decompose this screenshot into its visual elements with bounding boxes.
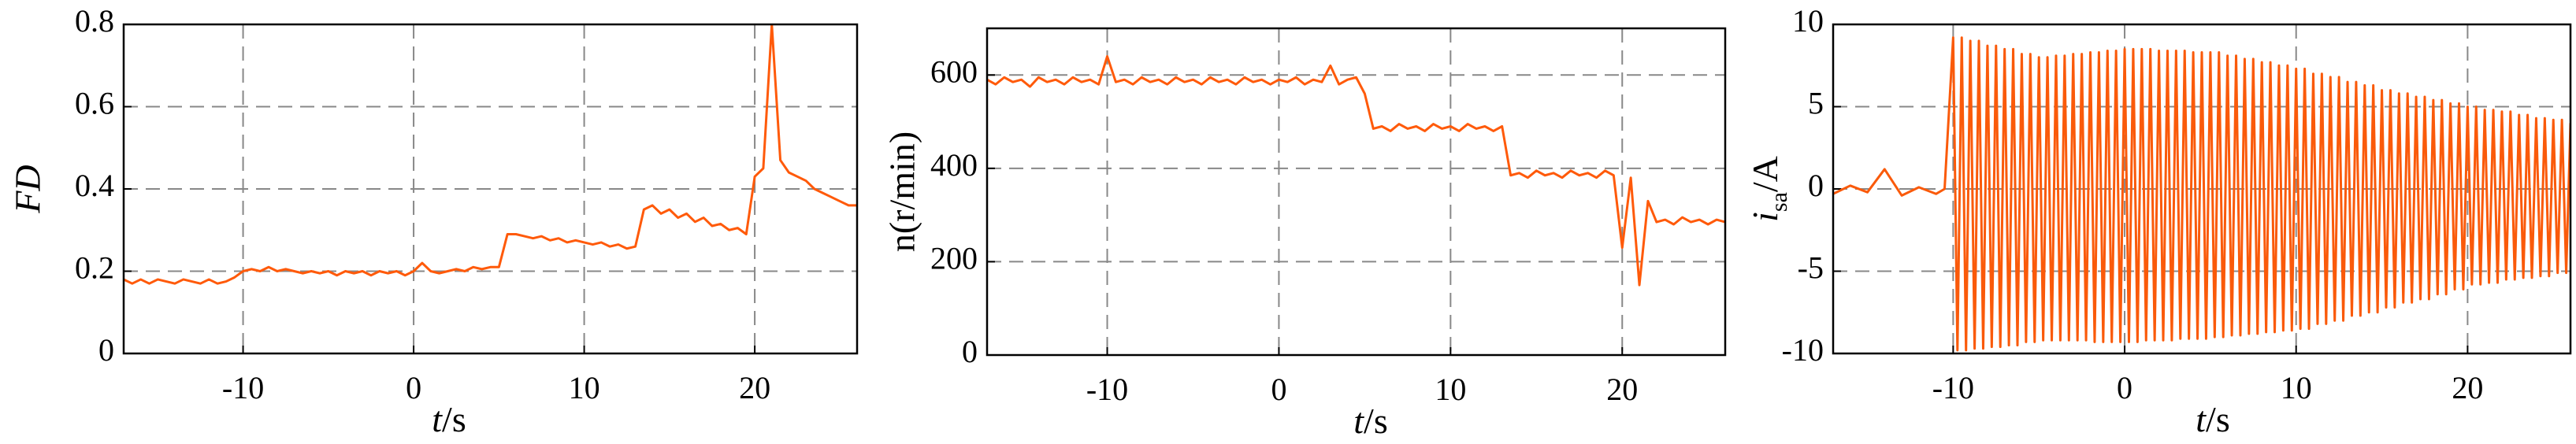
x-tick-label: 10 [569, 370, 600, 405]
y-tick-label: 0 [98, 332, 114, 368]
y-axis-label: n(r/min) [882, 131, 922, 252]
x-tick-label: 0 [1271, 372, 1286, 407]
y-tick-label: 600 [930, 54, 978, 89]
y-tick-label: 0 [1808, 168, 1824, 203]
x-axis-label-part: t [1353, 401, 1364, 441]
x-tick-label: -10 [222, 370, 264, 405]
x-axis-label-part: /s [1364, 401, 1388, 441]
x-tick-label: 20 [739, 370, 770, 405]
x-axis-label-part: t [2196, 399, 2207, 439]
y-tick-label: -5 [1798, 250, 1824, 286]
x-tick-label: -10 [1086, 372, 1128, 407]
y-tick-label: 0.6 [75, 86, 114, 121]
data-line [124, 24, 857, 285]
data-line [987, 55, 1725, 287]
y-axis-label: FD [8, 165, 48, 213]
x-tick-label: 0 [406, 370, 421, 405]
x-tick-label: 20 [1606, 372, 1638, 407]
plot-frame [1832, 23, 2572, 355]
y-axis-label: isa/A [1745, 156, 1793, 222]
x-axis-label-part: /s [2206, 399, 2230, 439]
y-tick-label: 10 [1792, 3, 1824, 39]
y-tick-label: 200 [930, 241, 978, 276]
y-tick-label: 5 [1808, 86, 1824, 121]
y-axis-label-part: i [1745, 212, 1785, 222]
y-axis-label-part: sa [1766, 192, 1792, 212]
y-axis-label-part: /A [1745, 156, 1785, 192]
x-tick-label: 10 [1435, 372, 1466, 407]
x-axis-label-part: /s [442, 399, 466, 439]
y-tick-label: 0 [962, 334, 978, 369]
y-tick-label: -10 [1782, 332, 1824, 368]
y-tick-label: 0.4 [75, 168, 114, 203]
x-tick-label: -10 [1932, 370, 1974, 405]
x-axis-label-part: t [432, 399, 443, 439]
x-tick-label: 20 [2452, 370, 2483, 405]
x-tick-label: 10 [2281, 370, 2312, 405]
y-tick-label: 0.2 [75, 250, 114, 286]
y-tick-label: 400 [930, 147, 978, 183]
x-axis-label: t/s [432, 399, 466, 439]
x-axis-label: t/s [2196, 399, 2229, 439]
data-line [1833, 36, 2570, 352]
plot-frame [122, 23, 859, 355]
x-axis-label: t/s [1353, 401, 1387, 441]
y-tick-label: 0.8 [75, 3, 114, 39]
x-tick-label: 0 [2117, 370, 2132, 405]
plot-frame [985, 27, 1727, 357]
